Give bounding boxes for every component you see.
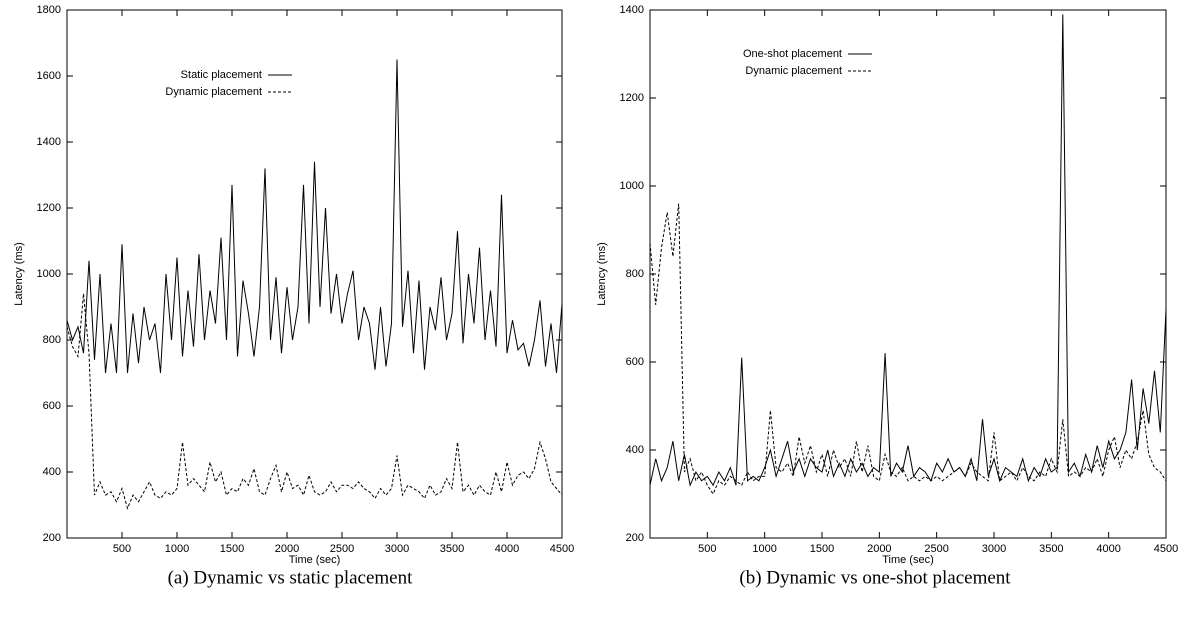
x-tick-label: 1000 <box>752 543 776 555</box>
y-tick-label: 1200 <box>37 202 61 214</box>
y-axis-label: Latency (ms) <box>596 242 608 306</box>
data-line <box>66 59 563 374</box>
x-tick-label: 4000 <box>1096 543 1120 555</box>
legend-label: Static placement <box>181 69 262 81</box>
x-tick-label: 1500 <box>810 543 834 555</box>
y-tick-label: 1200 <box>620 92 644 104</box>
y-tick-label: 1400 <box>37 136 61 148</box>
x-tick-label: 3500 <box>440 543 464 555</box>
legend-label: Dynamic placement <box>745 65 842 77</box>
y-tick-label: 1000 <box>37 268 61 280</box>
y-axis-label: Latency (ms) <box>13 242 25 306</box>
y-tick-label: 400 <box>626 444 644 456</box>
x-tick-label: 500 <box>113 543 131 555</box>
plot-frame <box>66 9 563 539</box>
x-tick-label: 4500 <box>1154 543 1178 555</box>
x-tick-label: 3000 <box>385 543 409 555</box>
x-axis-label: Time (sec) <box>289 554 341 566</box>
x-tick-label: 3500 <box>1039 543 1063 555</box>
y-tick-label: 400 <box>43 466 61 478</box>
y-tick-label: 1600 <box>37 70 61 82</box>
x-tick-label: 2500 <box>924 543 948 555</box>
plot-frame <box>649 9 1167 539</box>
y-tick-label: 1800 <box>37 4 61 16</box>
y-tick-label: 600 <box>626 356 644 368</box>
y-tick-label: 800 <box>626 268 644 280</box>
data-line <box>66 293 563 510</box>
x-tick-label: 1500 <box>220 543 244 555</box>
y-tick-label: 800 <box>43 334 61 346</box>
x-tick-label: 4500 <box>550 543 574 555</box>
data-line <box>649 14 1167 487</box>
x-tick-label: 2500 <box>330 543 354 555</box>
x-tick-label: 500 <box>698 543 716 555</box>
x-tick-label: 2000 <box>275 543 299 555</box>
y-tick-label: 1400 <box>620 4 644 16</box>
x-tick-label: 1000 <box>165 543 189 555</box>
y-tick-label: 200 <box>43 532 61 544</box>
x-tick-label: 4000 <box>495 543 519 555</box>
data-line <box>649 203 1167 496</box>
y-tick-label: 600 <box>43 400 61 412</box>
y-tick-label: 1000 <box>620 180 644 192</box>
legend-label: One-shot placement <box>743 48 842 60</box>
x-axis-label: Time (sec) <box>882 554 934 566</box>
x-tick-label: 2000 <box>867 543 891 555</box>
caption: (a) Dynamic vs static placement <box>168 567 414 588</box>
legend-label: Dynamic placement <box>165 86 262 98</box>
caption: (b) Dynamic vs one-shot placement <box>739 567 1011 588</box>
x-tick-label: 3000 <box>982 543 1006 555</box>
y-tick-label: 200 <box>626 532 644 544</box>
